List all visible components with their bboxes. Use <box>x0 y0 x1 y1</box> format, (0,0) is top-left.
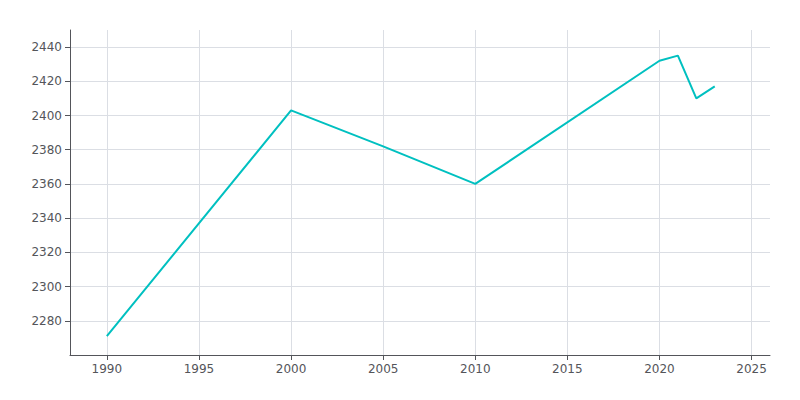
svg-text:2005: 2005 <box>368 362 399 376</box>
svg-text:2000: 2000 <box>276 362 307 376</box>
svg-text:2300: 2300 <box>31 280 62 294</box>
svg-text:2420: 2420 <box>31 74 62 88</box>
svg-text:2015: 2015 <box>552 362 583 376</box>
svg-text:2360: 2360 <box>31 177 62 191</box>
svg-text:2010: 2010 <box>460 362 491 376</box>
svg-text:2440: 2440 <box>31 40 62 54</box>
svg-text:2320: 2320 <box>31 245 62 259</box>
svg-text:2400: 2400 <box>31 109 62 123</box>
svg-text:2020: 2020 <box>644 362 675 376</box>
svg-text:1990: 1990 <box>92 362 123 376</box>
svg-text:2340: 2340 <box>31 211 62 225</box>
svg-text:2025: 2025 <box>736 362 767 376</box>
svg-text:2380: 2380 <box>31 143 62 157</box>
svg-text:2280: 2280 <box>31 314 62 328</box>
svg-text:1995: 1995 <box>184 362 215 376</box>
